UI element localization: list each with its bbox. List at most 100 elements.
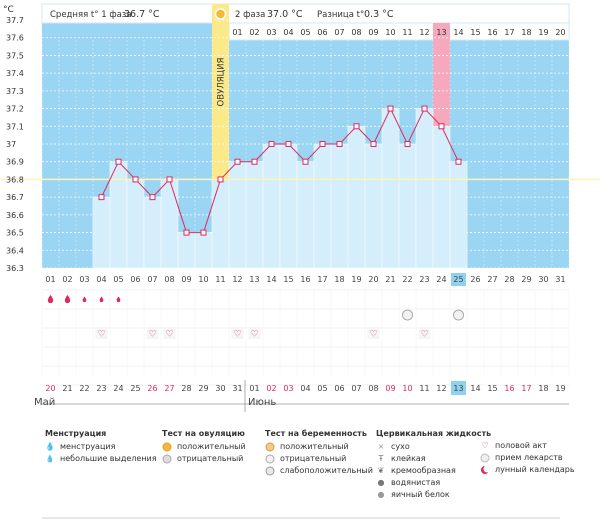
y-tick-label: 37.1 (6, 122, 24, 131)
x-tick-label: 12 (232, 275, 242, 284)
x-tick-label: 27 (487, 275, 497, 284)
month-may: Май (34, 397, 56, 408)
legend-item: отрицательный (280, 454, 347, 463)
y-tick-label: 37.7 (6, 16, 24, 25)
date-label: 16 (504, 384, 514, 393)
temperature-bar (415, 108, 434, 269)
y-tick-label: 37.5 (6, 51, 24, 60)
y-tick-label: 37 (6, 140, 16, 149)
x-tick-label: 04 (96, 275, 106, 284)
date-label: 03 (283, 384, 293, 393)
y-tick-label: 37.6 (6, 34, 24, 43)
legend-item: положительный (280, 442, 349, 451)
diff-value: 0.3 °C (364, 9, 394, 20)
phase2-day-label: 11 (402, 28, 412, 37)
date-label: 09 (385, 384, 395, 393)
phase2-day-label: 02 (249, 28, 259, 37)
y-tick-label: 37.3 (6, 87, 24, 96)
x-tick-label: 13 (249, 275, 259, 284)
intercourse-cell (248, 327, 261, 339)
menstruation-drop (116, 296, 121, 303)
temperature-bar (432, 126, 451, 269)
legend-item: яичный белок (391, 490, 450, 499)
temperature-bar (211, 179, 230, 269)
legend-item: небольшие выделения (60, 454, 157, 463)
menstruation-drop (82, 296, 87, 303)
y-tick-label: 37.4 (6, 69, 24, 78)
x-tick-label: 03 (79, 275, 89, 284)
temperature-point (183, 229, 190, 236)
temperature-point (387, 105, 394, 112)
date-label: 17 (521, 384, 531, 393)
x-tick-label: 28 (504, 275, 514, 284)
date-label: 29 (198, 384, 208, 393)
temperature-point (149, 194, 156, 201)
intercourse-icon: ♡ (481, 441, 489, 450)
date-label: 12 (436, 384, 446, 393)
x-tick-label: 08 (164, 275, 174, 284)
date-label: 04 (300, 384, 310, 393)
legend-cervical-title: Цервикальная жидкость (376, 429, 492, 438)
legend-item: слабоположительный (280, 466, 373, 475)
temperature-bar (143, 196, 162, 269)
pregnancy-test-mark (453, 309, 464, 321)
intercourse-cell (163, 327, 176, 339)
phase2-day-label: 09 (368, 28, 378, 37)
pregnancy-negative-icon (265, 454, 275, 464)
date-label: 13 (453, 384, 463, 393)
temperature-bar (262, 143, 281, 269)
menstruation-drop (64, 295, 71, 303)
temperature-point (353, 123, 360, 130)
x-tick-label: 19 (351, 275, 361, 284)
menstruation-drop (99, 296, 104, 303)
phase1-label: Средняя t° 1 фаза (50, 10, 132, 20)
temperature-point (319, 141, 326, 147)
date-label: 24 (113, 384, 123, 393)
temperature-bar (449, 161, 468, 269)
intercourse-heart: ♡ (165, 330, 173, 340)
phase2-day-label: 19 (538, 28, 548, 37)
temperature-point (166, 176, 173, 183)
temperature-point (132, 176, 139, 183)
temperature-line (101, 107, 459, 234)
intercourse-heart: ♡ (420, 330, 428, 340)
intercourse-cell (95, 327, 108, 339)
date-label: 05 (317, 384, 327, 393)
legend-item: положительный (177, 442, 246, 451)
legend-item: половой акт (495, 441, 547, 450)
temperature-bar (109, 161, 128, 269)
temperature-bar (228, 161, 247, 269)
date-label: 10 (402, 384, 412, 393)
intercourse-heart: ♡ (97, 330, 105, 340)
temperature-point (336, 141, 343, 147)
x-tick-label: 21 (385, 275, 395, 284)
phase2-day-label: 10 (385, 28, 395, 37)
date-label: 21 (62, 384, 72, 393)
intercourse-cell (146, 327, 159, 339)
temperature-bar (296, 161, 315, 269)
phase2-day-label: 20 (555, 28, 565, 37)
watery-icon: ● (377, 478, 385, 487)
temperature-point (234, 158, 241, 165)
date-label: 28 (181, 384, 191, 393)
temperature-bar (347, 126, 366, 269)
x-tick-label: 17 (317, 275, 327, 284)
x-tick-label: 23 (419, 275, 429, 284)
temperature-bar (126, 179, 145, 269)
current-date-box (451, 381, 466, 395)
month-june: Июнь (248, 397, 277, 408)
temperature-bar (279, 143, 298, 269)
legend-menstruation: Менструация 💧 менструация 💧 небольшие выде… (45, 428, 157, 465)
medication-icon (480, 453, 490, 463)
x-tick-label: 30 (538, 275, 548, 284)
creamy-icon: ❦ (377, 466, 385, 475)
y-tick-label: 36.8 (6, 175, 24, 184)
x-tick-label: 06 (130, 275, 140, 284)
sticky-icon: Ŧ (378, 454, 384, 463)
legend-item: кремообразная (391, 466, 456, 475)
legend-ovulation-title: Тест на овуляцию (162, 429, 245, 438)
intercourse-heart: ♡ (250, 330, 258, 340)
current-day-box (451, 273, 466, 286)
